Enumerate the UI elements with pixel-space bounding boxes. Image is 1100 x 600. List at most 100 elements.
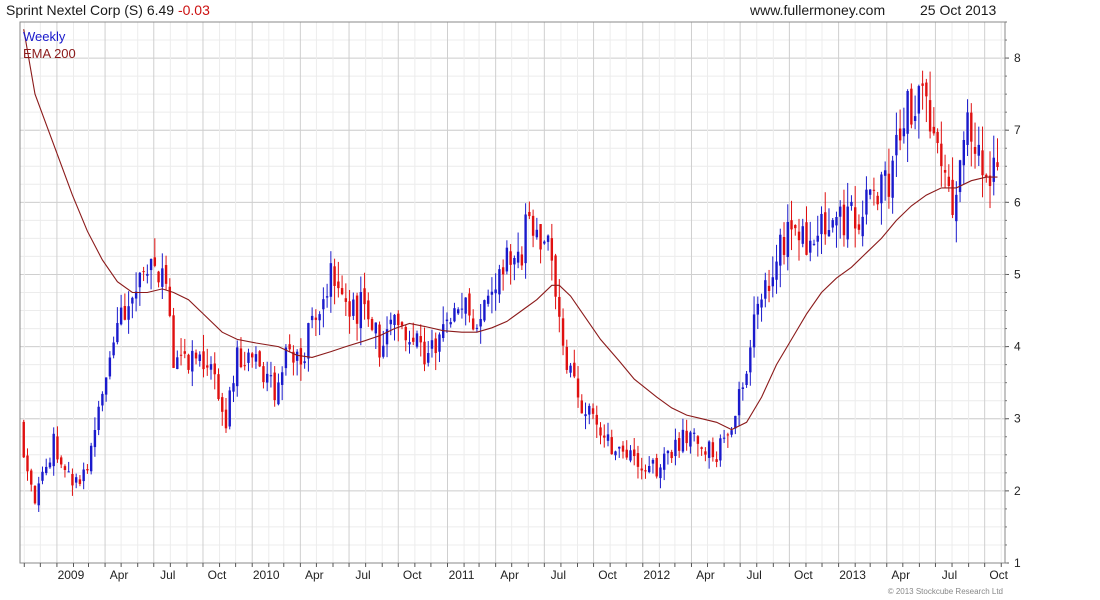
candle-body	[767, 285, 771, 291]
candle-body	[464, 297, 467, 314]
candle-body	[471, 318, 475, 330]
price-change: -0.03	[177, 2, 210, 18]
candle-body	[389, 319, 392, 325]
candle-body	[906, 90, 909, 134]
candle-body	[415, 333, 419, 347]
candle-body	[325, 296, 329, 298]
candle-body	[910, 88, 913, 125]
candle-body	[861, 216, 864, 237]
candle-body	[86, 469, 89, 471]
y-axis: 1 2 3 4 5 6 7 8	[1005, 21, 1021, 570]
candle-body	[779, 234, 782, 266]
candle-body	[595, 414, 598, 425]
candle-body	[651, 459, 655, 464]
candle-body	[509, 251, 512, 265]
candle-body	[734, 415, 737, 429]
candle-body	[393, 314, 396, 325]
candle-body	[797, 231, 801, 241]
x-tick-label: Jul	[551, 568, 566, 582]
candle-body	[363, 288, 366, 305]
candle-body	[666, 450, 670, 454]
candle-body	[977, 144, 980, 156]
candle-body	[749, 347, 752, 373]
candle-body	[460, 308, 464, 310]
x-tick-label: Jul	[942, 568, 957, 582]
candle-body	[820, 213, 823, 235]
candle-body	[520, 254, 524, 266]
candle-body	[228, 390, 231, 427]
candle-body	[730, 430, 733, 435]
candle-body	[681, 429, 685, 452]
candle-body	[689, 432, 692, 447]
candle-body	[161, 268, 164, 287]
candle-body	[715, 459, 718, 462]
candle-body	[318, 314, 321, 321]
candle-body	[629, 450, 632, 461]
candle-body	[827, 230, 831, 237]
candle-body	[179, 354, 183, 356]
candle-body	[741, 387, 745, 390]
candle-body	[404, 326, 407, 341]
y-tick-label: 4	[1014, 340, 1021, 354]
candle-body	[580, 400, 583, 414]
candle-body	[745, 373, 748, 385]
candle-body	[816, 235, 819, 242]
candle-body	[539, 224, 542, 250]
candle-body	[719, 438, 722, 461]
candle-body	[842, 204, 846, 236]
candle-body	[288, 344, 291, 350]
candle-body	[584, 414, 587, 417]
candle-body	[48, 462, 52, 468]
x-tick-label: Jul	[355, 568, 370, 582]
chart-header: Sprint Nextel Corp (S) 6.49 -0.03 www.fu…	[0, 0, 1100, 22]
y-tick-label: 3	[1014, 412, 1021, 426]
y-tick-label: 2	[1014, 484, 1021, 498]
candle-body	[172, 315, 175, 368]
legend-ema: EMA 200	[23, 46, 76, 61]
candle-body	[917, 86, 921, 114]
candle-body	[41, 471, 44, 481]
candle-body	[764, 280, 767, 299]
candle-body	[63, 466, 67, 471]
x-tick-label: Oct	[598, 568, 617, 582]
candle-body	[880, 174, 883, 204]
x-tick-label: Apr	[305, 568, 324, 582]
candle-body	[805, 222, 808, 255]
candle-body	[483, 300, 486, 321]
candle-body	[932, 126, 936, 134]
candle-body	[662, 453, 666, 470]
candle-body	[588, 405, 591, 415]
grid-lines	[20, 21, 1005, 564]
candle-body	[134, 291, 138, 299]
candle-body	[22, 421, 25, 458]
y-tick-label: 5	[1014, 267, 1021, 281]
candle-body	[93, 430, 97, 448]
candle-body	[614, 451, 617, 456]
candle-body	[685, 430, 688, 444]
x-tick-label: 2012	[643, 568, 670, 582]
candle-body	[752, 314, 756, 348]
candle-body	[824, 212, 827, 235]
candle-body	[898, 128, 902, 141]
candle-body	[265, 373, 269, 383]
candle-body	[374, 322, 377, 334]
candle-body	[973, 147, 977, 154]
candle-body	[992, 157, 995, 182]
candle-body	[348, 301, 351, 317]
legend-weekly: Weekly	[23, 29, 66, 44]
x-tick-label: 2011	[449, 568, 475, 582]
candle-body	[138, 272, 142, 288]
candle-body	[168, 286, 172, 316]
candle-body	[153, 257, 157, 266]
candle-body	[74, 477, 78, 483]
website-label[interactable]: www.fullermoney.com	[750, 2, 886, 18]
candle-body	[397, 313, 400, 326]
candle-body	[565, 346, 569, 370]
candle-body	[573, 362, 576, 377]
candle-body	[771, 277, 774, 287]
candle-body	[913, 116, 917, 121]
candle-body	[307, 323, 310, 359]
candle-body	[707, 441, 711, 458]
candle-body	[71, 473, 74, 486]
candle-body	[786, 221, 789, 258]
